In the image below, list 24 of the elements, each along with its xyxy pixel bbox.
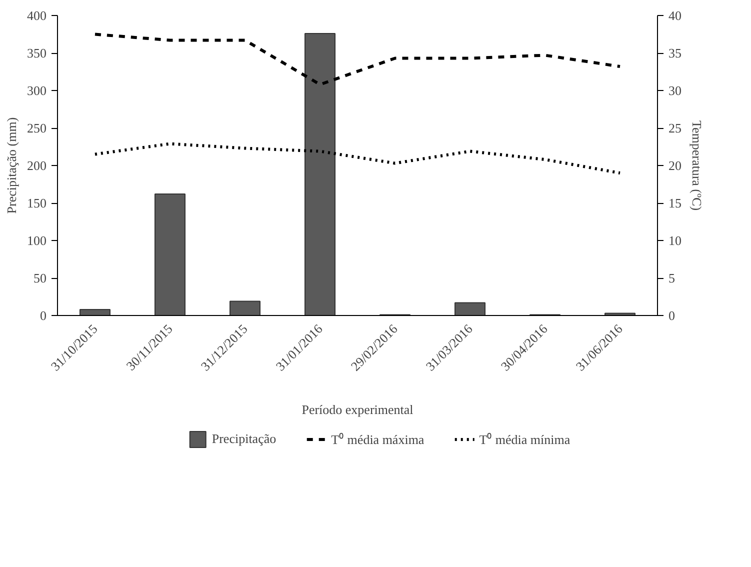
y2-tick-label: 15 [668, 196, 682, 210]
y2-tick-label: 10 [668, 233, 682, 248]
y-tick-label: 250 [27, 120, 46, 136]
y2-tick-label: 40 [668, 8, 682, 23]
y-tick-label: 100 [27, 233, 46, 248]
y2-tick-label: 30 [668, 83, 682, 98]
y-axis-title: Precipitação (mm) [4, 117, 19, 214]
y2-axis-title: Temperatura (ºC) [690, 120, 704, 211]
y-tick-label: 350 [27, 46, 46, 60]
y-tick-label: 50 [34, 270, 46, 286]
y-tick-label: 400 [27, 8, 46, 23]
y2-tick-label: 25 [668, 120, 682, 136]
y-tick-label: 0 [40, 308, 46, 323]
y-tick-label: 150 [27, 196, 46, 210]
y-tick-label: 300 [27, 83, 46, 98]
y2-tick-label: 5 [668, 270, 675, 286]
legend-label: Precipitação [212, 431, 276, 447]
legend-label: T⁰ média mínima [479, 431, 570, 448]
y2-tick-label: 20 [668, 158, 682, 173]
y2-tick-label: 35 [668, 46, 682, 60]
y2-tick-label: 0 [668, 308, 675, 323]
x-axis-title: Período experimental [302, 402, 414, 417]
legend-label: T⁰ média máxima [331, 431, 424, 448]
y-tick-label: 200 [27, 158, 46, 173]
